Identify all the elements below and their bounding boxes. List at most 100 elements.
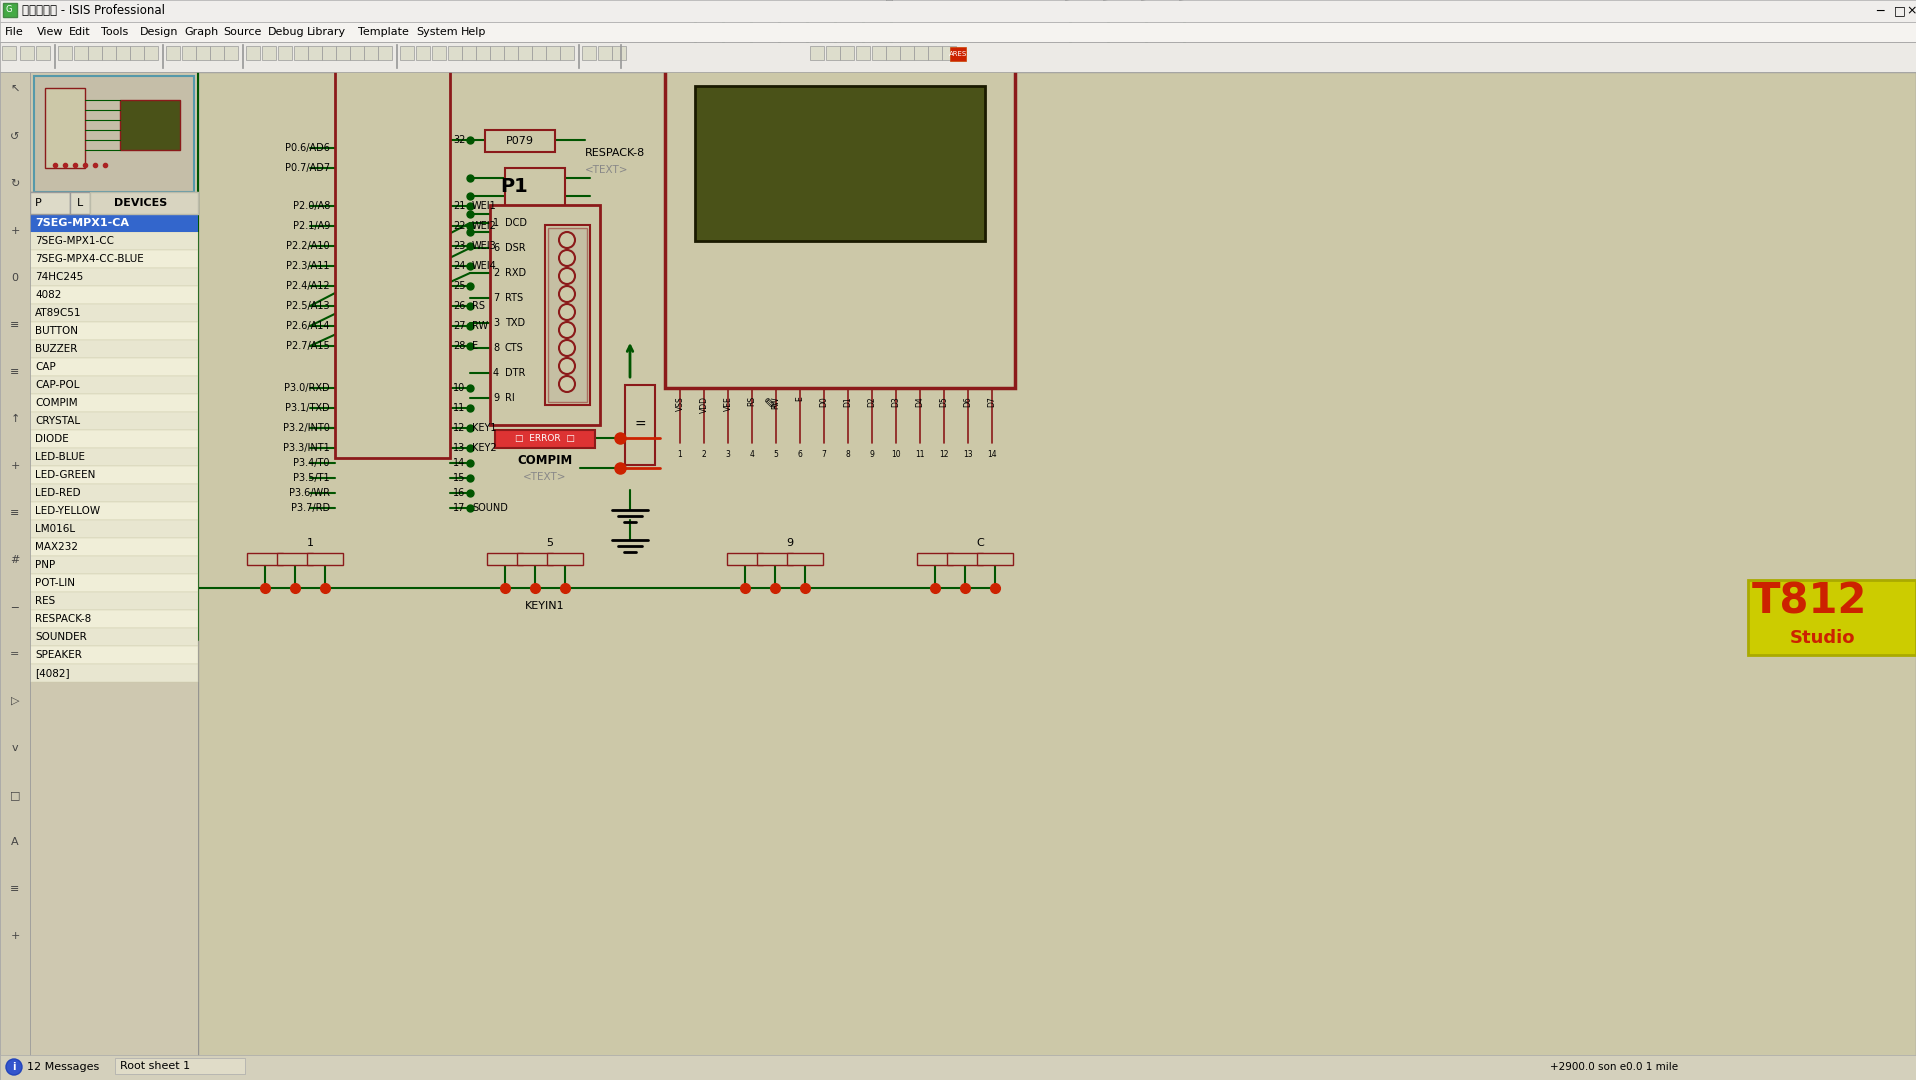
- Text: +2900.0 son e0.0 1 mile: +2900.0 son e0.0 1 mile: [1550, 1062, 1678, 1072]
- Circle shape: [559, 340, 575, 356]
- Bar: [400, 46, 414, 60]
- Text: POT-LIN: POT-LIN: [34, 578, 75, 588]
- Bar: [31, 249, 197, 268]
- Text: i: i: [11, 1062, 15, 1072]
- Bar: [31, 192, 197, 214]
- Text: SPEAKER: SPEAKER: [34, 650, 82, 660]
- Text: ↺: ↺: [10, 132, 19, 141]
- Text: 6: 6: [492, 243, 500, 253]
- Bar: [34, 76, 194, 192]
- Text: RI: RI: [506, 393, 515, 403]
- Bar: [293, 46, 308, 60]
- Bar: [31, 232, 197, 249]
- Text: 1: 1: [678, 450, 682, 459]
- Bar: [182, 46, 195, 60]
- Text: 17: 17: [452, 503, 466, 513]
- Text: =: =: [634, 418, 646, 432]
- Bar: [44, 87, 84, 168]
- Circle shape: [559, 232, 575, 248]
- Text: ARES: ARES: [948, 51, 968, 57]
- Bar: [2, 46, 15, 60]
- Text: D0: D0: [820, 396, 828, 407]
- Text: WEI4: WEI4: [1180, 0, 1188, 3]
- Bar: [665, 68, 1015, 388]
- Text: P2.6/A14: P2.6/A14: [287, 321, 330, 330]
- Text: 22: 22: [452, 221, 466, 231]
- Text: RS: RS: [471, 301, 485, 311]
- Bar: [31, 303, 197, 322]
- Text: LM016L: LM016L: [34, 524, 75, 534]
- Bar: [504, 46, 517, 60]
- Text: 14: 14: [452, 458, 466, 468]
- Text: CAP-POL: CAP-POL: [34, 380, 79, 390]
- Text: 13: 13: [964, 450, 973, 459]
- Text: P2.0/A8: P2.0/A8: [293, 201, 330, 211]
- Bar: [757, 553, 793, 565]
- Text: LED-YELLOW: LED-YELLOW: [34, 507, 100, 516]
- Bar: [351, 46, 364, 60]
- Bar: [71, 192, 90, 214]
- Bar: [487, 553, 523, 565]
- Bar: [377, 46, 393, 60]
- Bar: [810, 46, 824, 60]
- Text: ×: ×: [1906, 4, 1916, 17]
- Text: DEVICES: DEVICES: [113, 198, 167, 208]
- Bar: [115, 1058, 245, 1074]
- Text: =: =: [10, 649, 19, 659]
- Text: #: #: [10, 555, 19, 565]
- Text: LM016L: LM016L: [671, 45, 718, 58]
- Text: 2: 2: [701, 450, 707, 459]
- Text: WEI4: WEI4: [471, 261, 496, 271]
- Text: D4: D4: [916, 396, 925, 407]
- Text: RES: RES: [34, 596, 56, 606]
- Text: WEI2: WEI2: [1104, 0, 1113, 3]
- Text: P2.3/A11: P2.3/A11: [287, 261, 330, 271]
- Text: <TEXT>: <TEXT>: [584, 165, 628, 175]
- Circle shape: [559, 268, 575, 284]
- Text: E: E: [795, 396, 805, 401]
- Text: WEI1: WEI1: [1065, 0, 1075, 3]
- Text: ↻: ↻: [10, 179, 19, 189]
- Text: 9: 9: [786, 538, 793, 548]
- Text: D5: D5: [939, 396, 948, 407]
- Text: 单片机仿真 - ISIS Professional: 单片机仿真 - ISIS Professional: [21, 4, 165, 17]
- Text: P3.0/RXD: P3.0/RXD: [284, 383, 330, 393]
- Bar: [431, 46, 446, 60]
- Bar: [625, 384, 655, 465]
- Text: P3.7/RD: P3.7/RD: [291, 503, 330, 513]
- Text: DSR: DSR: [506, 243, 525, 253]
- Text: 28: 28: [452, 341, 466, 351]
- Text: Template: Template: [358, 27, 408, 37]
- Text: 7: 7: [492, 293, 500, 303]
- Text: 4: 4: [749, 450, 755, 459]
- Text: 12 Messages: 12 Messages: [27, 1062, 100, 1072]
- Text: Design: Design: [140, 27, 178, 37]
- Bar: [211, 46, 224, 60]
- Text: MAX232: MAX232: [34, 542, 79, 552]
- Text: SOUND: SOUND: [471, 503, 508, 513]
- Text: D3: D3: [891, 396, 901, 407]
- Bar: [195, 46, 211, 60]
- Bar: [224, 46, 238, 60]
- Bar: [31, 519, 197, 538]
- Text: BUTTON: BUTTON: [34, 326, 79, 336]
- Text: ≡: ≡: [10, 885, 19, 894]
- Bar: [696, 86, 985, 241]
- Bar: [918, 553, 952, 565]
- Text: CAP: CAP: [34, 362, 56, 372]
- Text: Graph: Graph: [184, 27, 218, 37]
- Bar: [335, 46, 351, 60]
- Text: CTS: CTS: [506, 343, 523, 353]
- Bar: [839, 46, 855, 60]
- Bar: [4, 3, 17, 17]
- Text: P2.1/A9: P2.1/A9: [293, 221, 330, 231]
- Text: 27: 27: [452, 321, 466, 330]
- Bar: [322, 46, 335, 60]
- Bar: [494, 430, 596, 448]
- Text: P1: P1: [500, 177, 527, 197]
- Text: +: +: [10, 461, 19, 471]
- Text: 7: 7: [822, 450, 826, 459]
- Text: P3.3/INT1: P3.3/INT1: [284, 443, 330, 453]
- Text: 8: 8: [845, 450, 851, 459]
- Text: System: System: [416, 27, 458, 37]
